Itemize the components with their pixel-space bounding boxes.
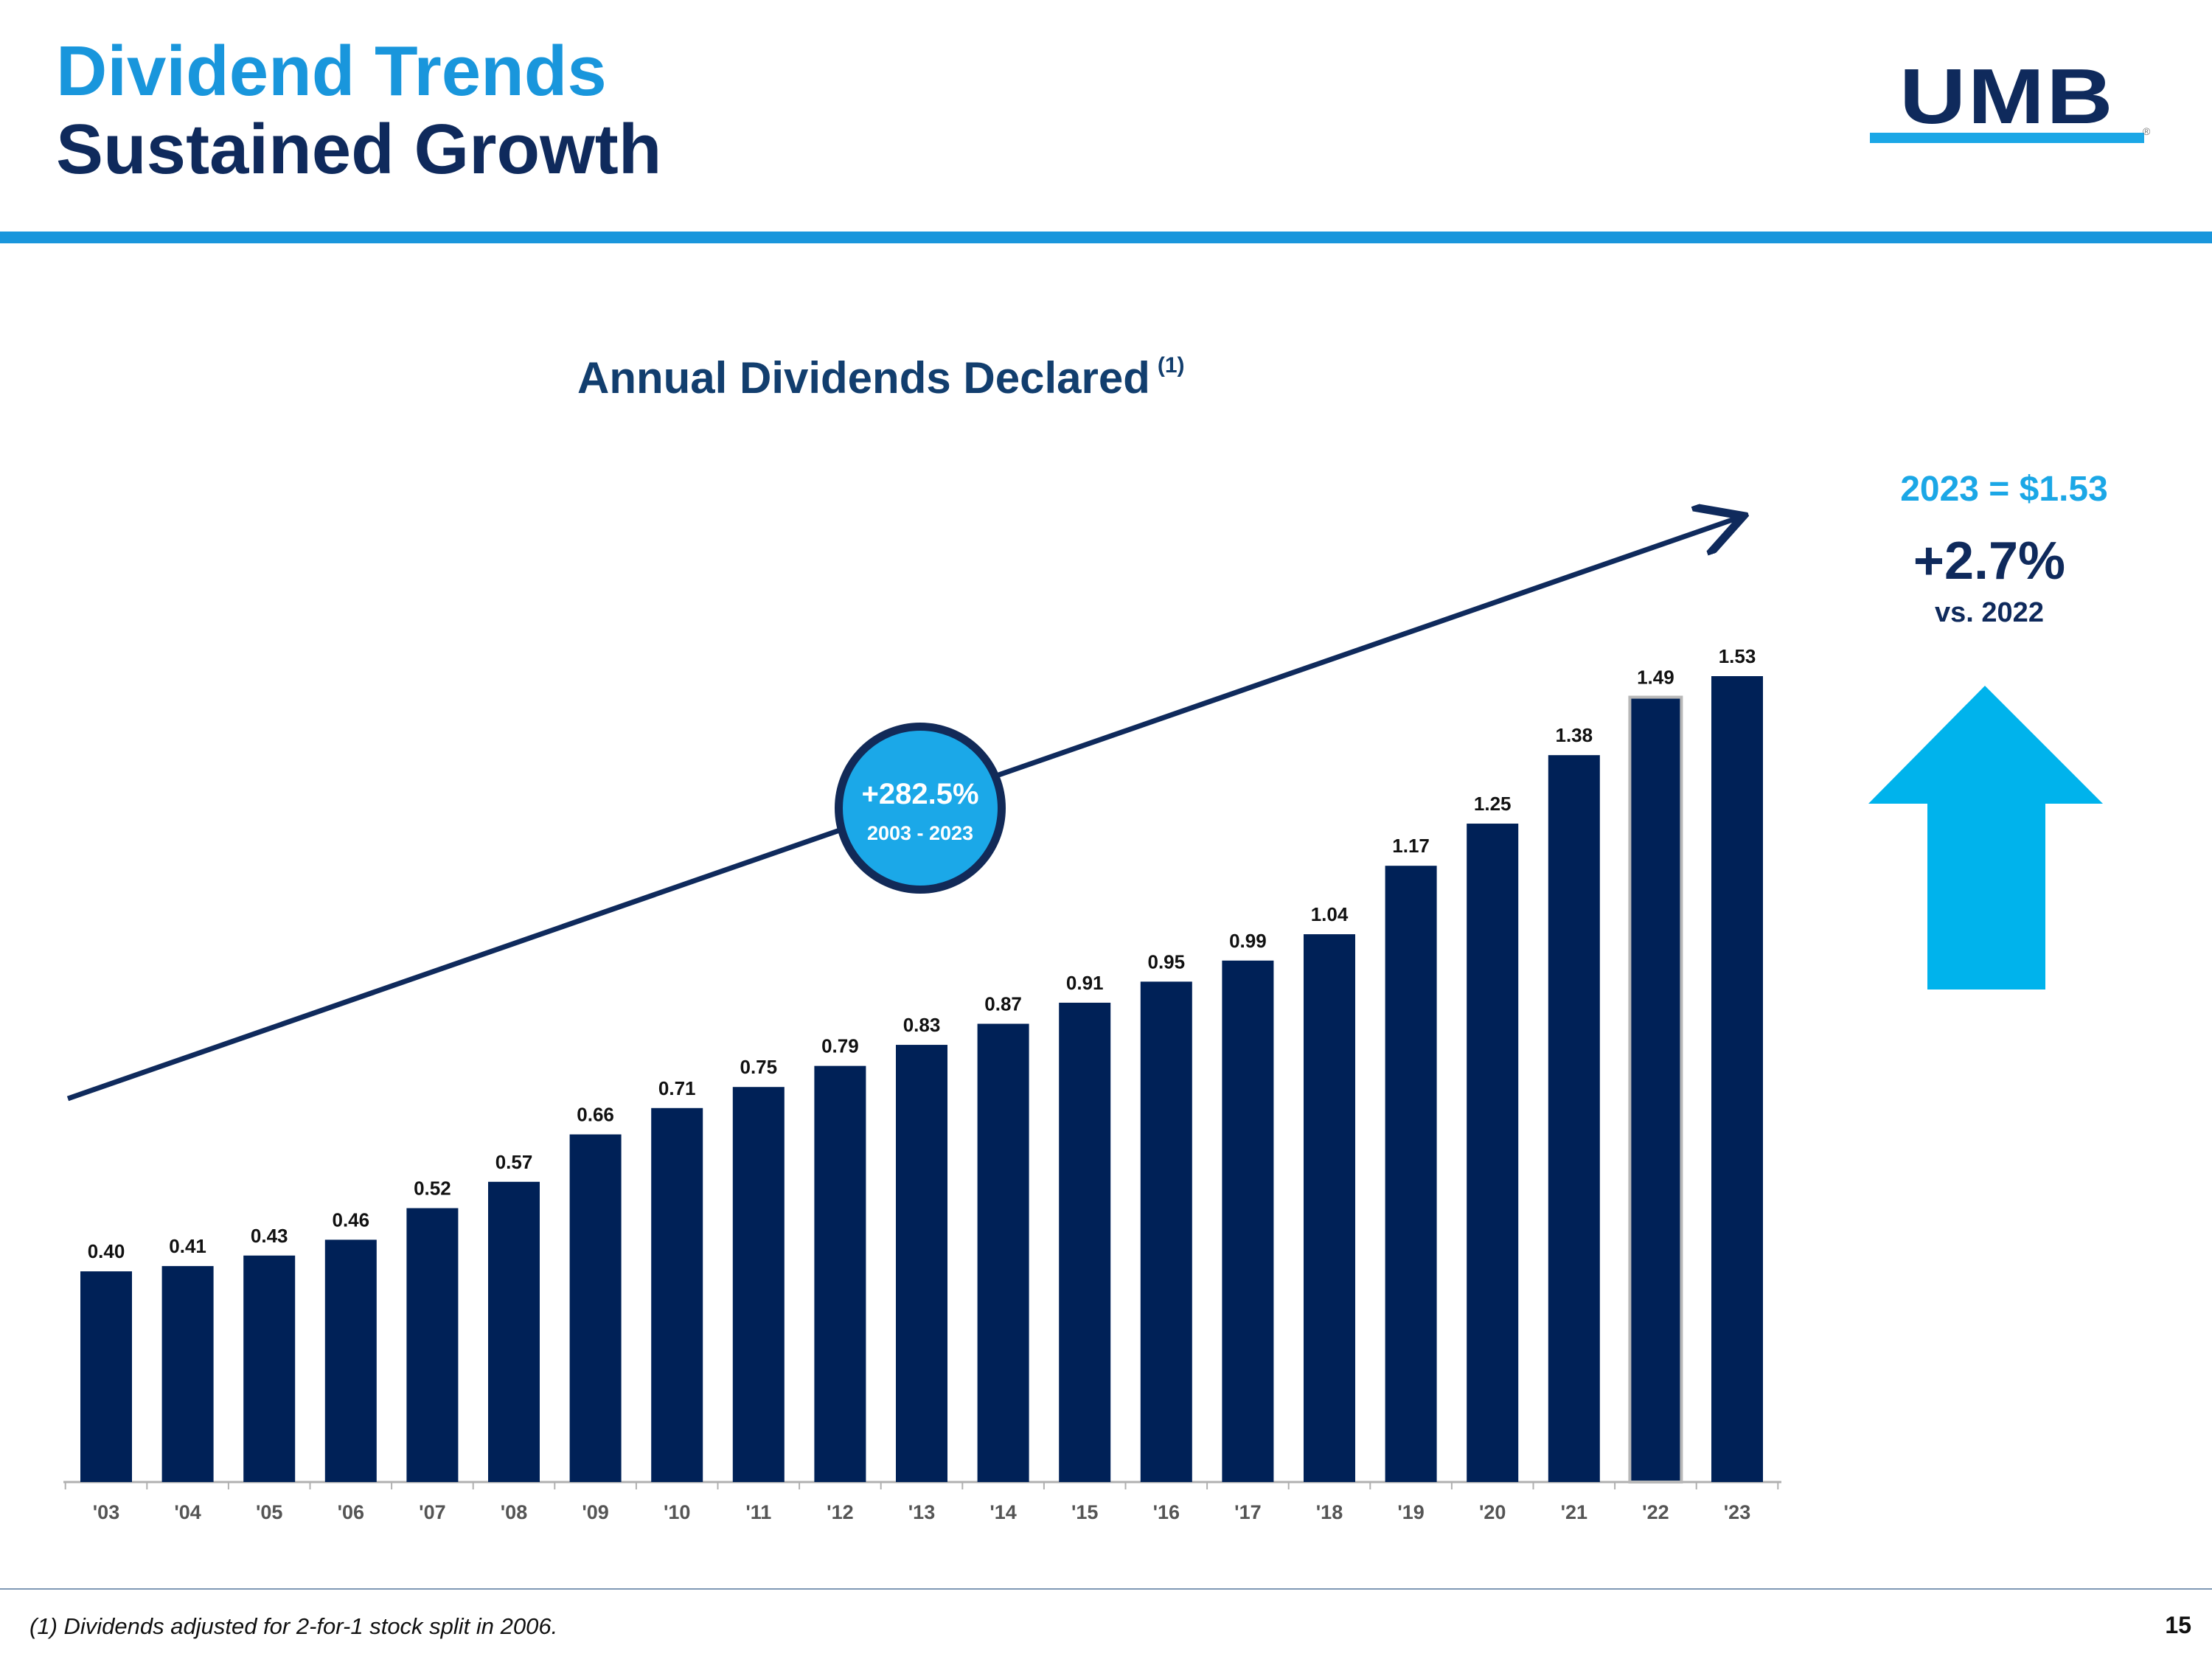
x-tick-label-17: '20 xyxy=(1479,1501,1506,1523)
bar-value-label-0: 0.40 xyxy=(88,1240,125,1262)
bar-9 xyxy=(814,1065,866,1482)
bar-20 xyxy=(1711,676,1763,1482)
up-arrow-icon xyxy=(1868,686,2103,990)
bar-11 xyxy=(977,1023,1029,1482)
x-tick-label-1: '04 xyxy=(174,1501,201,1523)
bar-3 xyxy=(324,1239,377,1482)
x-tick-label-2: '05 xyxy=(256,1501,282,1523)
x-tick-label-19: '22 xyxy=(1642,1501,1669,1523)
bar-19 xyxy=(1628,695,1683,1484)
chart-title-footnote-ref: (1) xyxy=(1157,353,1185,378)
bar-value-label-8: 0.75 xyxy=(740,1056,777,1078)
x-tick-group: '03 '04 '05 '06 '07 '08 '09 '10 '11 '12 '13 '14 '15 '… xyxy=(64,1482,1779,1523)
x-tick-label-0: '03 xyxy=(93,1501,119,1523)
x-tick-label-14: '17 xyxy=(1234,1501,1261,1523)
bar-14 xyxy=(1222,960,1274,1482)
yoy-comparison-label: vs. 2022 xyxy=(1935,597,2044,628)
bar-18 xyxy=(1548,755,1600,1482)
bar-value-label-15: 1.04 xyxy=(1311,903,1349,925)
registered-mark: ® xyxy=(2143,125,2151,137)
header-divider xyxy=(0,232,2212,243)
bar-value-label-20: 1.53 xyxy=(1719,645,1756,667)
bar-8 xyxy=(732,1087,785,1482)
growth-percent: +282.5% xyxy=(861,778,979,810)
bar-label-group: 0.40 0.41 0.43 0.46 0.52 0.57 0.66 0.71 0.75 0.79… xyxy=(88,645,1756,1262)
bar-2 xyxy=(243,1255,296,1482)
bar-16 xyxy=(1385,866,1437,1482)
bar-value-label-18: 1.38 xyxy=(1555,724,1593,746)
logo-wordmark: UMB xyxy=(1899,53,2115,140)
bar-13 xyxy=(1140,981,1192,1482)
slide-title: Dividend Trends xyxy=(56,32,607,111)
bar-1 xyxy=(161,1266,214,1482)
x-tick-label-4: '07 xyxy=(419,1501,445,1523)
bar-4 xyxy=(406,1208,459,1482)
bar-value-label-7: 0.71 xyxy=(658,1077,696,1099)
bar-value-label-1: 0.41 xyxy=(169,1235,206,1257)
footer-divider xyxy=(0,1588,2212,1590)
growth-period: 2003 - 2023 xyxy=(866,822,974,844)
bar-value-label-6: 0.66 xyxy=(577,1104,614,1126)
growth-badge: +282.5% 2003 - 2023 xyxy=(835,723,1006,894)
bar-0 xyxy=(80,1271,132,1482)
x-tick-label-16: '19 xyxy=(1397,1501,1424,1523)
bar-5 xyxy=(488,1181,540,1482)
x-tick-label-10: '13 xyxy=(908,1501,935,1523)
chart-title: Annual Dividends Declared (1) xyxy=(577,352,1185,403)
x-tick-label-8: '11 xyxy=(745,1501,771,1523)
bar-value-label-4: 0.52 xyxy=(414,1178,451,1200)
slide-subtitle: Sustained Growth xyxy=(56,110,662,189)
logo-underline xyxy=(1870,133,2144,143)
x-tick-label-15: '18 xyxy=(1316,1501,1343,1523)
bar-value-label-10: 0.83 xyxy=(903,1014,941,1036)
bar-value-label-3: 0.46 xyxy=(332,1208,369,1231)
bar-value-label-14: 0.99 xyxy=(1229,930,1267,952)
bar-value-label-5: 0.57 xyxy=(495,1151,533,1173)
x-tick-label-7: '10 xyxy=(664,1501,690,1523)
x-tick-label-13: '16 xyxy=(1153,1501,1180,1523)
bar-value-label-2: 0.43 xyxy=(251,1225,288,1247)
bar-6 xyxy=(569,1134,622,1482)
bar-value-label-17: 1.25 xyxy=(1474,793,1512,815)
bar-value-label-11: 0.87 xyxy=(984,992,1022,1015)
page-number: 15 xyxy=(2165,1612,2191,1638)
dividend-2023-total: 2023 = $1.53 xyxy=(1900,470,2108,509)
bar-7 xyxy=(651,1107,703,1482)
bar-value-label-16: 1.17 xyxy=(1392,835,1430,857)
x-tick-label-9: '12 xyxy=(827,1501,853,1523)
bar-value-label-12: 0.91 xyxy=(1066,972,1104,994)
bar-17 xyxy=(1467,824,1519,1482)
bar-group xyxy=(80,676,1763,1484)
bar-10 xyxy=(896,1045,947,1482)
bar-12 xyxy=(1059,1002,1111,1482)
footnote: (1) Dividends adjusted for 2-for-1 stock… xyxy=(29,1613,558,1639)
x-tick-label-20: '23 xyxy=(1724,1501,1750,1523)
x-tick-label-3: '06 xyxy=(338,1501,364,1523)
bar-15 xyxy=(1304,934,1355,1482)
bar-value-label-9: 0.79 xyxy=(821,1035,859,1057)
bar-value-label-19: 1.49 xyxy=(1637,667,1674,689)
umb-logo: UMB ® xyxy=(1870,58,2151,145)
bar-value-label-13: 0.95 xyxy=(1147,950,1185,973)
x-tick-label-6: '09 xyxy=(582,1501,608,1523)
x-tick-label-5: '08 xyxy=(501,1501,527,1523)
x-tick-label-18: '21 xyxy=(1561,1501,1587,1523)
x-tick-label-11: '14 xyxy=(990,1501,1016,1523)
x-tick-label-12: '15 xyxy=(1071,1501,1098,1523)
yoy-change: +2.7% xyxy=(1913,532,2066,591)
chart-title-text: Annual Dividends Declared xyxy=(577,353,1150,403)
